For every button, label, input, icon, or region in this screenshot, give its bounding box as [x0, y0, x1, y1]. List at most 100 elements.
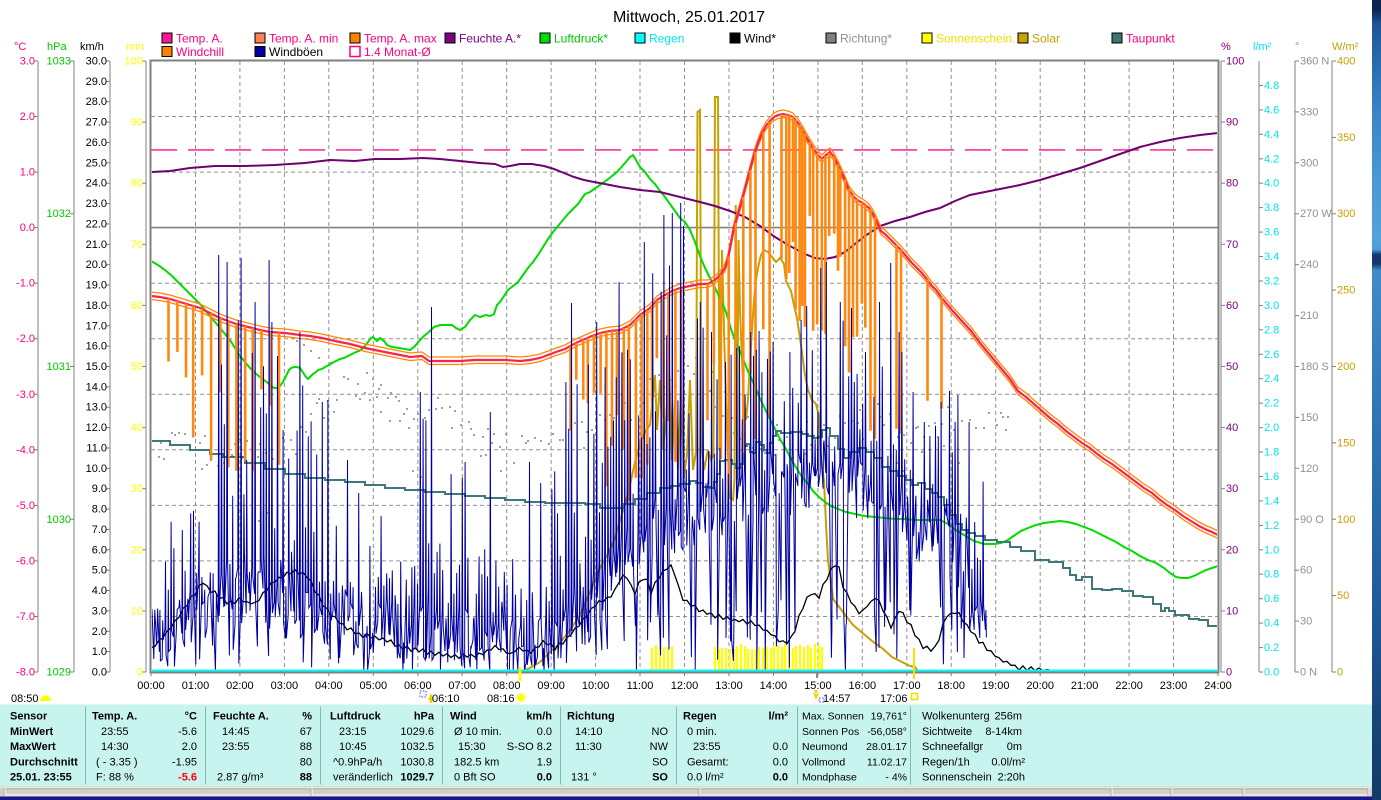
svg-text:2.4: 2.4 [1264, 373, 1279, 385]
svg-text:2.0: 2.0 [20, 111, 35, 123]
svg-text:06:00: 06:00 [404, 680, 432, 692]
svg-text:100: 100 [1337, 514, 1355, 526]
svg-text:50: 50 [1226, 361, 1238, 373]
svg-text:^0.9hPa/h: ^0.9hPa/h [333, 756, 382, 768]
svg-text:hPa: hPa [47, 41, 67, 53]
svg-text:0 min.: 0 min. [687, 726, 717, 738]
svg-text:0.0: 0.0 [20, 222, 35, 234]
svg-text:11.02.17: 11.02.17 [867, 756, 907, 768]
svg-text:2.0: 2.0 [182, 741, 197, 753]
svg-text:Neumond: Neumond [802, 741, 848, 753]
svg-text:1.4 Monat-Ø: 1.4 Monat-Ø [364, 45, 431, 59]
svg-text:08:00: 08:00 [493, 680, 521, 692]
svg-text:22:00: 22:00 [1115, 680, 1143, 692]
svg-text:27.0: 27.0 [86, 117, 107, 129]
svg-text:14.0: 14.0 [86, 381, 107, 393]
svg-text:3.4: 3.4 [1264, 251, 1279, 263]
svg-text:Luftdruck*: Luftdruck* [554, 32, 608, 46]
svg-text:Mittwoch, 25.01.2017: Mittwoch, 25.01.2017 [613, 9, 765, 26]
svg-text:Sonnenschein.: Sonnenschein. [936, 32, 1015, 46]
svg-text:0.0l/m²: 0.0l/m² [991, 756, 1025, 768]
svg-text:20: 20 [131, 544, 143, 556]
svg-text:Ø 10 min.: Ø 10 min. [454, 726, 502, 738]
svg-text:3.6: 3.6 [1264, 227, 1279, 239]
svg-text:06:10: 06:10 [432, 693, 460, 705]
svg-text:SO: SO [652, 756, 668, 768]
svg-text:17:06: 17:06 [880, 693, 908, 705]
svg-text:Solar: Solar [1032, 32, 1060, 46]
svg-text:0 Bft SO: 0 Bft SO [454, 772, 496, 784]
svg-text:10: 10 [131, 605, 143, 617]
svg-text:300: 300 [1337, 208, 1355, 220]
svg-text:60: 60 [131, 300, 143, 312]
svg-text:08:16: 08:16 [487, 693, 515, 705]
svg-text:Max. Sonnen: Max. Sonnen [802, 711, 864, 723]
svg-text:28.0: 28.0 [86, 96, 107, 108]
svg-text:Temp. A. max: Temp. A. max [364, 32, 437, 46]
svg-text:182.5 km: 182.5 km [454, 756, 499, 768]
svg-text:10:00: 10:00 [582, 680, 610, 692]
svg-text:05:00: 05:00 [360, 680, 388, 692]
svg-text:0 N: 0 N [1300, 667, 1317, 679]
svg-text:00:00: 00:00 [137, 680, 165, 692]
svg-text:-6.0: -6.0 [16, 555, 35, 567]
svg-text:Wolkenunterg: Wolkenunterg [922, 711, 990, 723]
svg-text:5.0: 5.0 [92, 565, 107, 577]
svg-text:Regen: Regen [683, 711, 717, 723]
svg-text:Richtung*: Richtung* [840, 32, 892, 46]
svg-text:3.0: 3.0 [92, 605, 107, 617]
svg-text:25.01. 23:55: 25.01. 23:55 [10, 772, 72, 784]
svg-text:10: 10 [1226, 605, 1238, 617]
svg-text:15:30: 15:30 [458, 741, 486, 753]
svg-text:50: 50 [131, 361, 143, 373]
svg-text:20.0: 20.0 [86, 259, 107, 271]
svg-text:9.0: 9.0 [92, 483, 107, 495]
svg-text:03:00: 03:00 [271, 680, 299, 692]
svg-text:%: % [302, 711, 312, 723]
svg-text:MinWert: MinWert [10, 726, 54, 738]
svg-text:88: 88 [300, 772, 312, 784]
svg-text:Vollmond: Vollmond [802, 756, 845, 768]
svg-text:3.0: 3.0 [1264, 300, 1279, 312]
svg-text:-7.0: -7.0 [16, 611, 35, 623]
svg-text:2.0: 2.0 [1264, 422, 1279, 434]
svg-text:400: 400 [1337, 56, 1355, 68]
svg-text:-5.0: -5.0 [16, 500, 35, 512]
svg-text:-1.95: -1.95 [172, 756, 197, 768]
svg-text:Gesamt:: Gesamt: [687, 756, 729, 768]
svg-text:°C: °C [14, 41, 26, 53]
svg-text:200: 200 [1337, 361, 1355, 373]
svg-text:2.0: 2.0 [92, 626, 107, 638]
svg-text:01:00: 01:00 [182, 680, 210, 692]
svg-text:04:00: 04:00 [315, 680, 343, 692]
svg-text:veränderlich: veränderlich [333, 772, 393, 784]
svg-text:330: 330 [1300, 106, 1318, 118]
svg-text:3.2: 3.2 [1264, 276, 1279, 288]
svg-text:22.0: 22.0 [86, 218, 107, 230]
svg-text:11:00: 11:00 [627, 680, 654, 692]
svg-text:14:10: 14:10 [575, 726, 603, 738]
svg-text:14:30: 14:30 [101, 741, 129, 753]
svg-text:NW: NW [650, 741, 669, 753]
svg-text:0.4: 0.4 [1264, 618, 1279, 630]
svg-text:1029: 1029 [47, 667, 71, 679]
svg-text:16:00: 16:00 [849, 680, 877, 692]
svg-text:90: 90 [131, 117, 143, 129]
svg-text:l/m²: l/m² [768, 711, 788, 723]
svg-text:1029.7: 1029.7 [400, 772, 434, 784]
svg-text:0.0: 0.0 [773, 772, 788, 784]
svg-text:0.8: 0.8 [1264, 569, 1279, 581]
svg-text:0.0 l/m²: 0.0 l/m² [687, 772, 724, 784]
svg-text:18.0: 18.0 [86, 300, 107, 312]
svg-text:3.8: 3.8 [1264, 202, 1279, 214]
svg-text:km/h: km/h [80, 41, 104, 53]
svg-text:1.9: 1.9 [537, 756, 552, 768]
svg-text:30: 30 [1226, 483, 1238, 495]
svg-text:Regen: Regen [649, 32, 684, 46]
svg-text:80: 80 [300, 756, 312, 768]
svg-text:0: 0 [137, 667, 143, 679]
svg-text:4.0: 4.0 [92, 585, 107, 597]
svg-text:12:00: 12:00 [671, 680, 699, 692]
svg-text:1.8: 1.8 [1264, 447, 1279, 459]
svg-text:Sonnenschein: Sonnenschein [922, 772, 992, 784]
